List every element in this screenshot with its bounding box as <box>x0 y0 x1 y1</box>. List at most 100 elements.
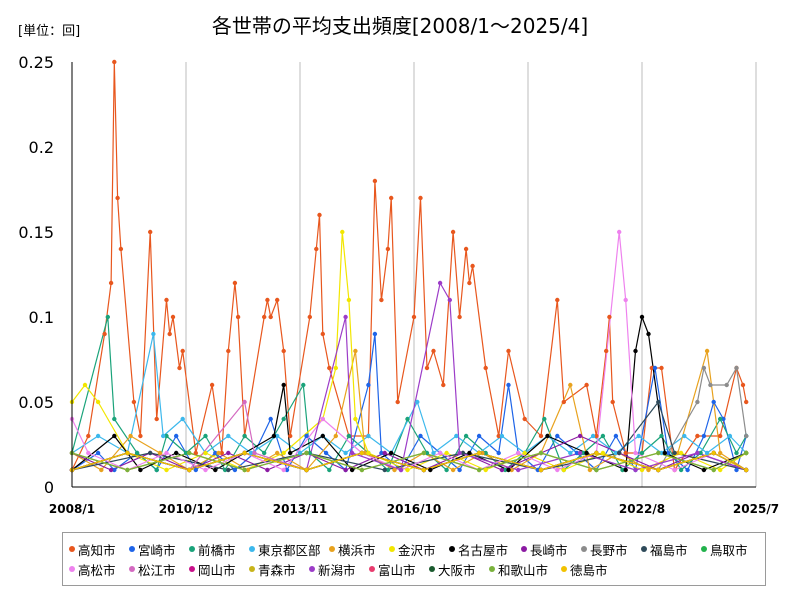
data-point <box>389 450 394 456</box>
data-point <box>545 433 550 439</box>
data-point <box>102 331 107 337</box>
data-point <box>633 467 638 473</box>
data-point <box>711 450 716 456</box>
line-chart: 0 0.05 0.1 0.15 0.2 0.25 2008/1 2010/12 2013/11… <box>18 53 779 516</box>
data-point <box>167 331 172 337</box>
legend-label: 高松市 <box>78 562 116 578</box>
data-point <box>118 246 124 252</box>
data-point <box>268 314 273 320</box>
data-point <box>372 178 378 184</box>
data-point <box>454 433 459 439</box>
data-point <box>359 467 365 473</box>
x-tick-label: 2013/11 <box>273 502 327 516</box>
legend: 高知市 宮崎市 前橋市 東京都区部 横浜市 金沢市 名古屋市 長崎市 長野市 福島市 鳥取市 高松市 松… <box>62 532 766 586</box>
data-point <box>340 229 345 235</box>
data-point <box>95 450 101 456</box>
data-point <box>613 450 619 456</box>
data-point <box>343 450 348 456</box>
data-point <box>496 433 501 439</box>
data-point <box>288 433 293 439</box>
data-point <box>134 450 140 456</box>
data-point <box>193 450 198 456</box>
data-point <box>483 467 488 473</box>
legend-marker <box>561 566 567 572</box>
data-point <box>353 416 358 422</box>
legend-marker <box>129 546 135 552</box>
data-point <box>483 450 488 456</box>
axes <box>71 62 756 488</box>
data-point <box>522 416 527 422</box>
data-point <box>304 450 309 456</box>
data-point <box>183 450 189 456</box>
data-point <box>656 467 661 473</box>
data-point <box>177 365 182 371</box>
data-point <box>281 450 286 456</box>
legend-label: 福島市 <box>650 542 688 558</box>
data-point <box>398 467 404 473</box>
data-point <box>610 399 615 405</box>
data-point <box>496 450 501 456</box>
data-point <box>639 314 645 320</box>
data-point <box>385 246 391 252</box>
data-point <box>695 433 700 439</box>
data-point <box>86 433 91 439</box>
data-point <box>678 450 684 456</box>
data-point <box>235 314 241 320</box>
legend-marker <box>449 546 455 552</box>
data-point <box>704 450 710 456</box>
data-point <box>701 365 707 371</box>
legend-label: 宮崎市 <box>138 542 176 558</box>
data-point <box>180 416 185 422</box>
data-point <box>450 229 456 235</box>
series-line-5 <box>71 231 747 471</box>
x-tick-label: 2016/10 <box>387 502 441 516</box>
data-point <box>584 382 589 388</box>
data-point <box>704 348 710 354</box>
legend-marker <box>389 546 395 552</box>
legend-label: 横浜市 <box>338 542 376 558</box>
data-point <box>617 229 622 235</box>
data-point <box>444 450 449 456</box>
data-point <box>242 467 247 473</box>
data-point <box>672 450 677 456</box>
data-point <box>187 450 192 456</box>
data-point <box>226 467 231 473</box>
data-point <box>248 450 254 456</box>
data-point <box>262 314 267 320</box>
data-point <box>115 195 120 201</box>
data-point <box>639 450 645 456</box>
data-point <box>281 382 286 388</box>
data-point <box>307 314 312 320</box>
data-point <box>604 348 609 354</box>
data-point <box>362 450 368 456</box>
legend-marker <box>521 546 527 552</box>
data-point <box>734 450 739 456</box>
legend-item: 金沢市 <box>389 539 449 559</box>
data-point <box>431 348 436 354</box>
data-point <box>418 195 423 201</box>
series-line-7 <box>71 435 747 471</box>
data-point <box>327 365 332 371</box>
data-point <box>268 416 273 422</box>
data-point <box>138 433 143 439</box>
legend-item: 宮崎市 <box>129 539 189 559</box>
data-point <box>379 450 384 456</box>
data-point <box>463 433 469 439</box>
data-point <box>577 433 583 439</box>
data-point <box>600 450 606 456</box>
data-point <box>744 399 749 405</box>
data-point <box>656 450 661 456</box>
x-tick-label: 2025/7 <box>733 502 779 516</box>
legend-label: 新潟市 <box>318 562 356 578</box>
data-point <box>535 467 540 473</box>
data-point <box>639 467 645 473</box>
data-point <box>590 433 596 439</box>
data-point <box>617 450 622 456</box>
legend-label: 和歌山市 <box>498 562 549 578</box>
legend-marker <box>581 546 587 552</box>
data-point <box>180 348 185 354</box>
data-point <box>314 246 319 252</box>
data-point <box>506 467 511 473</box>
data-point <box>727 433 733 439</box>
data-point <box>581 450 586 456</box>
